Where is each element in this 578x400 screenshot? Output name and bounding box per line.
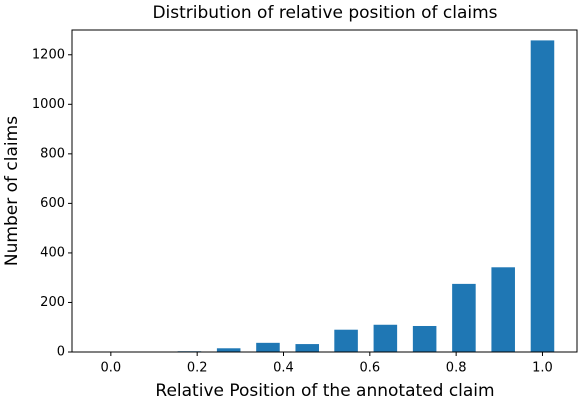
bar — [530, 40, 555, 352]
plot-frame — [71, 29, 578, 353]
x-tick-label: 0.4 — [273, 361, 294, 376]
y-tick-label: 600 — [40, 196, 65, 211]
x-tick-label: 0.6 — [359, 361, 380, 376]
x-tick-label: 0.8 — [446, 361, 467, 376]
bar — [491, 267, 515, 352]
y-tick-label: 0 — [57, 345, 65, 360]
bar — [452, 283, 476, 352]
bar — [334, 329, 358, 352]
bar — [216, 348, 241, 352]
y-tick-label: 200 — [40, 295, 65, 310]
bar — [412, 325, 437, 352]
y-tick-label: 1000 — [32, 97, 65, 112]
x-tick-label: 0.0 — [101, 361, 122, 376]
x-tick-label: 0.2 — [187, 361, 208, 376]
y-tick-label: 800 — [40, 146, 65, 161]
x-tick-label: 1.0 — [532, 361, 553, 376]
y-tick-label: 1200 — [32, 47, 65, 62]
x-axis-label: Relative Position of the annotated claim — [155, 381, 494, 400]
chart-title: Distribution of relative position of cla… — [152, 3, 497, 23]
bar — [373, 324, 398, 352]
bar — [256, 342, 280, 352]
y-tick-label: 400 — [40, 245, 65, 260]
y-axis-label: Number of claims — [2, 116, 22, 266]
bar — [295, 344, 320, 352]
